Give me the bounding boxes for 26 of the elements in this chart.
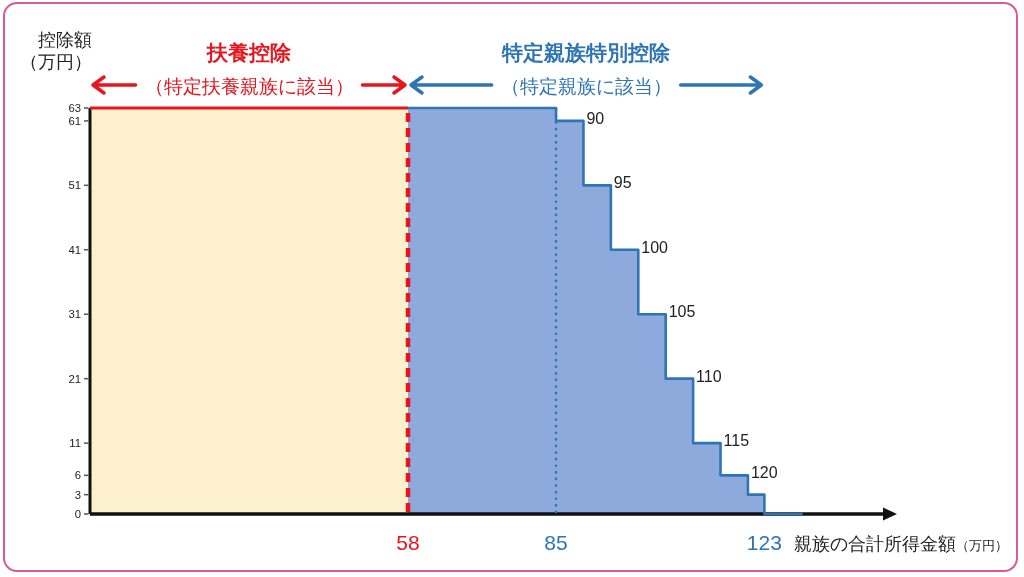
y-tick-label: 3 [74,488,81,501]
annotation: 90 [586,109,605,127]
y-tick-label: 6 [74,469,81,482]
x-axis-title: 親族の合計所得金額（万円） [794,534,1008,554]
annotation: 110 [696,367,722,385]
x-tick-label: 85 [544,531,568,554]
annotation: 95 [613,174,632,192]
annotation: 105 [668,303,696,321]
annotation: 100 [641,238,669,256]
x-tick-label: 58 [396,531,420,554]
text: （特定親族に該当） [500,76,672,97]
y-axis-title: 控除額（万円） [20,30,92,72]
y-tick-label: 51 [68,179,81,192]
y-tick-label: 0 [74,508,81,520]
text: 特定親族特別控除 [501,41,672,64]
y-tick-label: 21 [68,372,81,385]
y-tick-label: 41 [68,243,81,256]
text: 扶養控除 [206,41,292,64]
annotation: 115 [723,432,750,450]
x-tick-label: 123 [746,531,782,554]
y-tick-label: 11 [69,437,81,450]
y-tick-label: 61 [68,114,81,127]
y-tick-label: 31 [68,308,81,321]
text: （特定扶養親族に該当） [144,76,354,97]
y-tick-label: 63 [68,102,81,114]
annotation: 120 [750,464,778,482]
